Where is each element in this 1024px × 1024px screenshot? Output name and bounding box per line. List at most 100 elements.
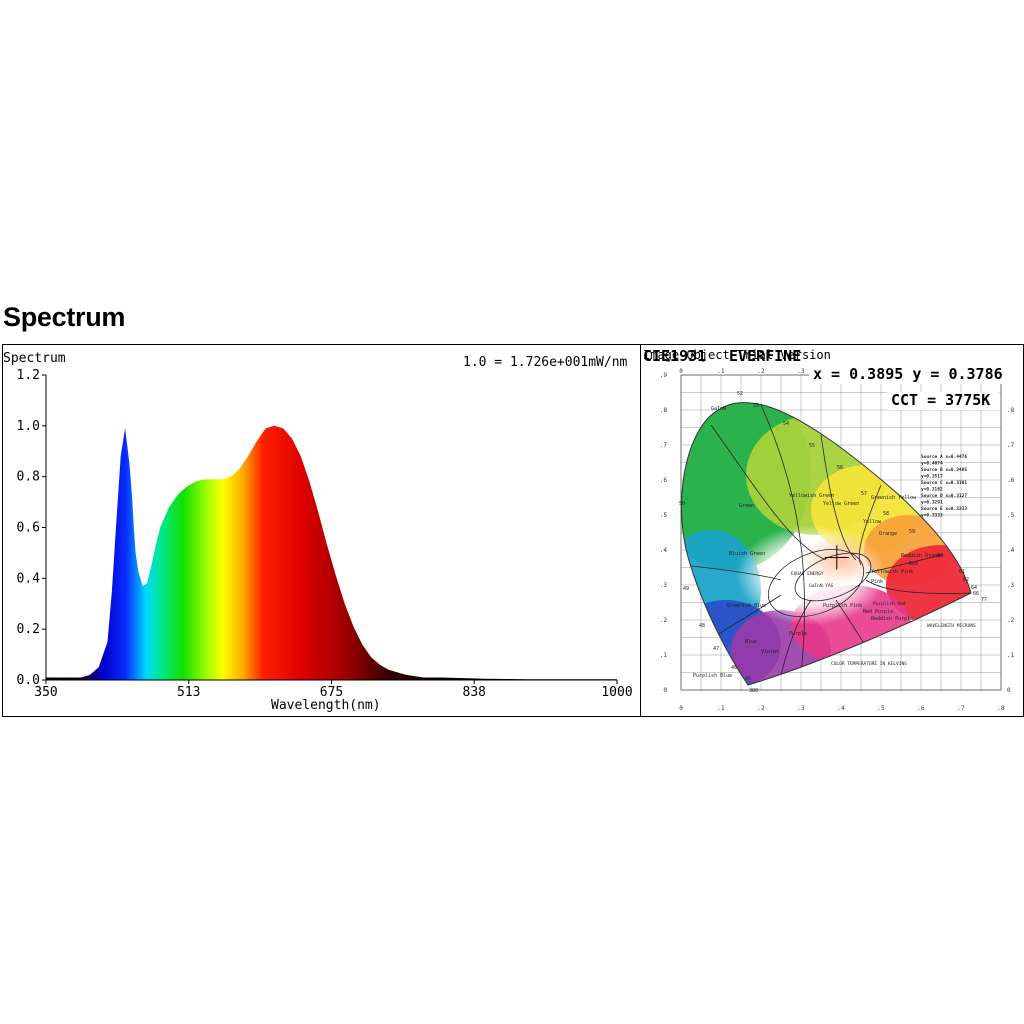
- y-tick-label: 1.0: [17, 419, 40, 434]
- cie-x-tick-label-top: .1: [717, 368, 725, 375]
- x-tick-label: 1000: [601, 685, 632, 700]
- region-label: Violet: [761, 649, 779, 655]
- x-axis-label: Wavelength(nm): [271, 698, 381, 713]
- x-tick-label: 513: [177, 685, 200, 700]
- boundary-tick-label: 53: [753, 403, 759, 409]
- region-label: Pink: [871, 579, 883, 585]
- spectrum-axes: 350 513 675 838 1000 0.0 0.2 0.4 0.6 0.8 1.0 1.2: [17, 368, 633, 700]
- boundary-tick-label: 64: [971, 585, 977, 591]
- cie-diagram: 0 0 .1 .1 .2 .2 .3 .3 .4 .4 .5 .5 .6 .6 .7 .7 .8 .8 0 0 .1 .1…: [643, 347, 1023, 712]
- boundary-tick-label: 48: [699, 623, 705, 629]
- cie-y-tick-label: .3: [660, 582, 668, 589]
- spectrum-chart-panel: Spectrum 1.0 = 1.726e+001mW/nm: [2, 344, 642, 717]
- x-tick-label: 838: [463, 685, 486, 700]
- cie-x-tick-label-top: .3: [797, 368, 805, 375]
- diagram-note: GaInN-YAG: [809, 583, 834, 589]
- region-label: GaInN: [711, 406, 726, 412]
- cie-x-tick-label: .8: [997, 705, 1005, 712]
- cie-y-tick-label: .5: [660, 512, 668, 519]
- y-tick-label: 1.2: [17, 368, 40, 383]
- scale-annotation: 1.0 = 1.726e+001mW/nm: [463, 355, 628, 370]
- page-title: Spectrum: [3, 302, 126, 332]
- region-labels: GaInN Green Yellowish Green Yellow Green Gre…: [693, 406, 976, 679]
- boundary-tick-label: 77: [981, 597, 987, 603]
- region-label: Red Purple: [863, 609, 893, 615]
- cie-y-tick-label: .2: [660, 617, 668, 624]
- region-label: Greenish Yellow: [871, 495, 917, 501]
- region-label: Yellow: [863, 519, 882, 525]
- legend-source-line: Source E x=0.3333: [921, 506, 967, 512]
- diagram-note: COLOR TEMPERATURE IN KELVINS: [831, 661, 907, 667]
- boundary-tick-label: 52: [737, 391, 743, 397]
- cie-y-tick-label-right: .8: [1007, 407, 1015, 414]
- diagram-note: Purplish Red: [873, 601, 906, 607]
- legend-source-line: y=0.3517: [921, 474, 943, 480]
- spectrum-plot: 350 513 675 838 1000 0.0 0.2 0.4 0.6 0.8 1.0 1.2: [17, 368, 633, 700]
- y-tick-label: 0.4: [17, 571, 41, 586]
- boundary-tick-label: 54: [783, 421, 789, 427]
- measurement-point: [824, 545, 849, 570]
- cie-x-tick-label: .4: [837, 705, 845, 712]
- cie-y-tick-label-right: .1: [1007, 652, 1015, 659]
- region-label: Blue: [745, 639, 757, 645]
- trial-watermark-text: Image Object Trial Version: [643, 348, 831, 362]
- legend-source-line: Source A x=0.4476: [921, 454, 967, 460]
- region-label: Yellowish Green: [789, 493, 834, 499]
- diagram-note: EQUAL ENERGY: [791, 571, 824, 577]
- spectrum-area: [46, 425, 617, 680]
- cie-y-tick-label: .6: [660, 477, 668, 484]
- cie-y-tick-label: .1: [660, 652, 668, 659]
- cie-y-tick-label-right: .2: [1007, 617, 1015, 624]
- region-label: Red: [909, 561, 918, 567]
- boundary-tick-label: 46: [731, 665, 737, 671]
- boundary-tick-label: 47: [713, 646, 719, 652]
- cie-x-tick-label: .2: [757, 705, 765, 712]
- region-label: Reddish Purple: [871, 616, 913, 622]
- legend-source-line: y=0.3291: [921, 500, 943, 506]
- cie-x-tick-label: .3: [797, 705, 805, 712]
- boundary-tick-label: 50: [679, 501, 685, 507]
- legend-source-line: Source C x=0.3101: [921, 480, 967, 486]
- spectrum-area-group: [46, 425, 617, 680]
- boundary-tick-label: 380: [749, 688, 758, 694]
- boundary-tick-label: 62: [963, 577, 969, 583]
- legend-source-line: Source B x=0.3485: [921, 467, 967, 473]
- cie-chart-panel: 0 0 .1 .1 .2 .2 .3 .3 .4 .4 .5 .5 .6 .6 .7 .7 .8 .8 0 0 .1 .1…: [640, 344, 1024, 717]
- boundary-tick-label: 66: [973, 591, 979, 597]
- region-label: Reddish Orange: [901, 553, 943, 559]
- legend-source-line: Source D x=0.3127: [921, 493, 967, 499]
- boundary-tick-label: 58: [883, 511, 889, 517]
- planckian-ellipse-outer: [767, 549, 865, 617]
- spectral-locus-outline: [680, 402, 972, 686]
- cie-x-tick-label: .1: [717, 705, 725, 712]
- chart-title: Spectrum: [3, 351, 66, 366]
- x-tick-label: 675: [320, 685, 343, 700]
- cie-title: CIE1931: [643, 347, 706, 365]
- region-label: Purple: [789, 631, 807, 637]
- cie-x-tick-label-top: 0: [679, 368, 683, 375]
- cie-y-tick-label: .9: [660, 372, 668, 379]
- cct-backdrop: [887, 392, 999, 410]
- legend-source-line: y=0.3162: [921, 487, 943, 493]
- cie-y-tick-label-right: .7: [1007, 442, 1015, 449]
- brand-label: EVERFINE: [729, 347, 801, 365]
- region-label: Yellow Green: [823, 501, 859, 507]
- cie-y-tick-label: .8: [660, 407, 668, 414]
- xy-readout: x = 0.3895 y = 0.3786: [813, 365, 1003, 383]
- y-tick-label: 0.6: [17, 521, 40, 536]
- planckian-ellipse-inner: [794, 552, 872, 602]
- region-label: Green: [739, 503, 754, 509]
- cie-y-tick-label: 0: [663, 687, 667, 694]
- cct-readout: CCT = 3775K: [891, 391, 990, 409]
- boundary-tick-label: 45: [745, 676, 751, 682]
- cie-x-tick-label-top: .2: [757, 368, 765, 375]
- diagram-note: WAVELENGTH MICRONS: [927, 623, 976, 629]
- boundary-tick-label: 55: [809, 443, 815, 449]
- legend-source-line: y=0.4074: [921, 461, 943, 467]
- region-label: Orange: [879, 531, 897, 537]
- region-label: Bluish Green: [729, 551, 765, 557]
- cie-x-tick-label: 0: [679, 705, 683, 712]
- boundary-tick-label: 56: [837, 465, 843, 471]
